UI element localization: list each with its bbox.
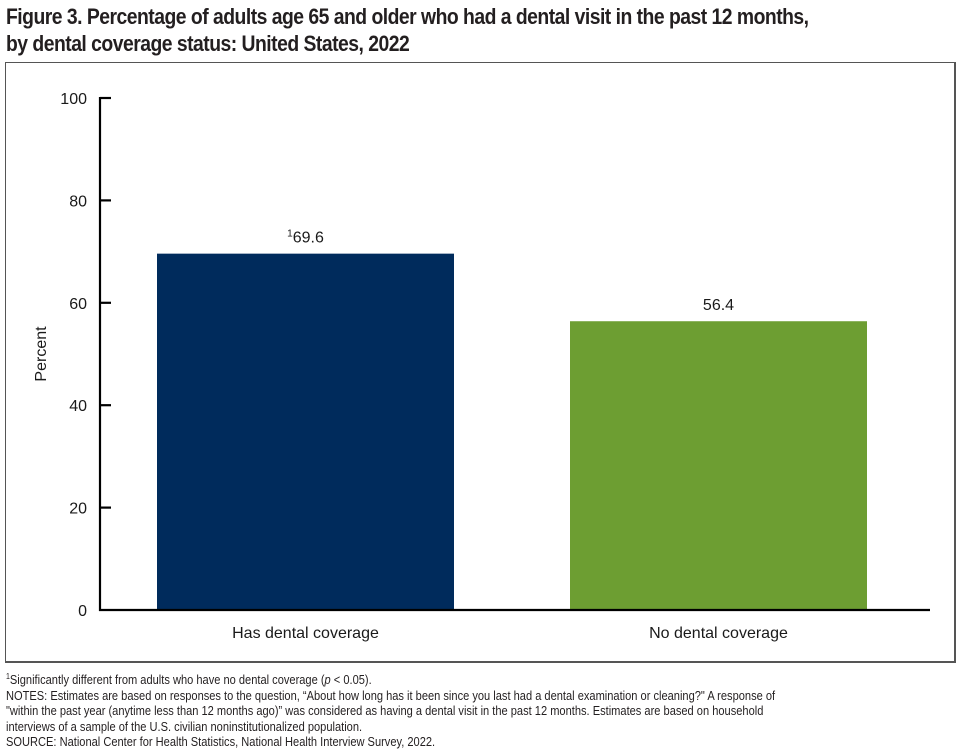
y-tick-label: 60 <box>69 296 87 313</box>
source-line: SOURCE: National Center for Health Stati… <box>6 735 436 749</box>
y-tick-label: 0 <box>78 603 87 620</box>
notes-line-2: "within the past year (anytime less than… <box>6 704 764 718</box>
figure-title-line-2: by dental coverage status: United States… <box>6 31 410 56</box>
notes-line-3: interviews of a sample of the U.S. civil… <box>6 719 363 734</box>
x-tick-label: No dental coverage <box>649 625 788 642</box>
data-label: 56.4 <box>703 297 734 314</box>
footnote-marker: 1 <box>6 672 10 681</box>
chart-frame <box>5 62 956 663</box>
y-tick-label: 20 <box>69 501 87 518</box>
bar-no-dental-coverage <box>570 321 867 610</box>
footnotes: 1Significantly different from adults who… <box>6 673 939 751</box>
x-tick-label: Has dental coverage <box>232 625 379 642</box>
y-axis-label: Percent <box>33 326 50 382</box>
y-tick-label: 80 <box>69 193 87 210</box>
bars-group: 169.6 56.4 <box>157 229 867 610</box>
significance-footnote: 1Significantly different from adults who… <box>6 673 939 689</box>
figure-title: Figure 3. Percentage of adults age 65 an… <box>6 3 952 57</box>
significance-threshold: < 0.05). <box>330 673 372 687</box>
data-label: 169.6 <box>287 229 324 247</box>
y-tick-label: 100 <box>60 91 87 108</box>
significance-text: Significantly different from adults who … <box>9 673 325 687</box>
figure-title-line-1: Figure 3. Percentage of adults age 65 an… <box>6 4 809 29</box>
p-symbol: p <box>324 673 331 687</box>
notes-line-1: NOTES: Estimates are based on responses … <box>6 688 776 703</box>
axes-group: Has dental coverage No dental coverage 0 20… <box>60 91 930 642</box>
data-label-value: 69.6 <box>293 230 324 247</box>
bar-has-dental-coverage <box>157 253 454 610</box>
data-label-superscript: 1 <box>287 229 293 240</box>
y-tick-label: 40 <box>69 398 87 415</box>
